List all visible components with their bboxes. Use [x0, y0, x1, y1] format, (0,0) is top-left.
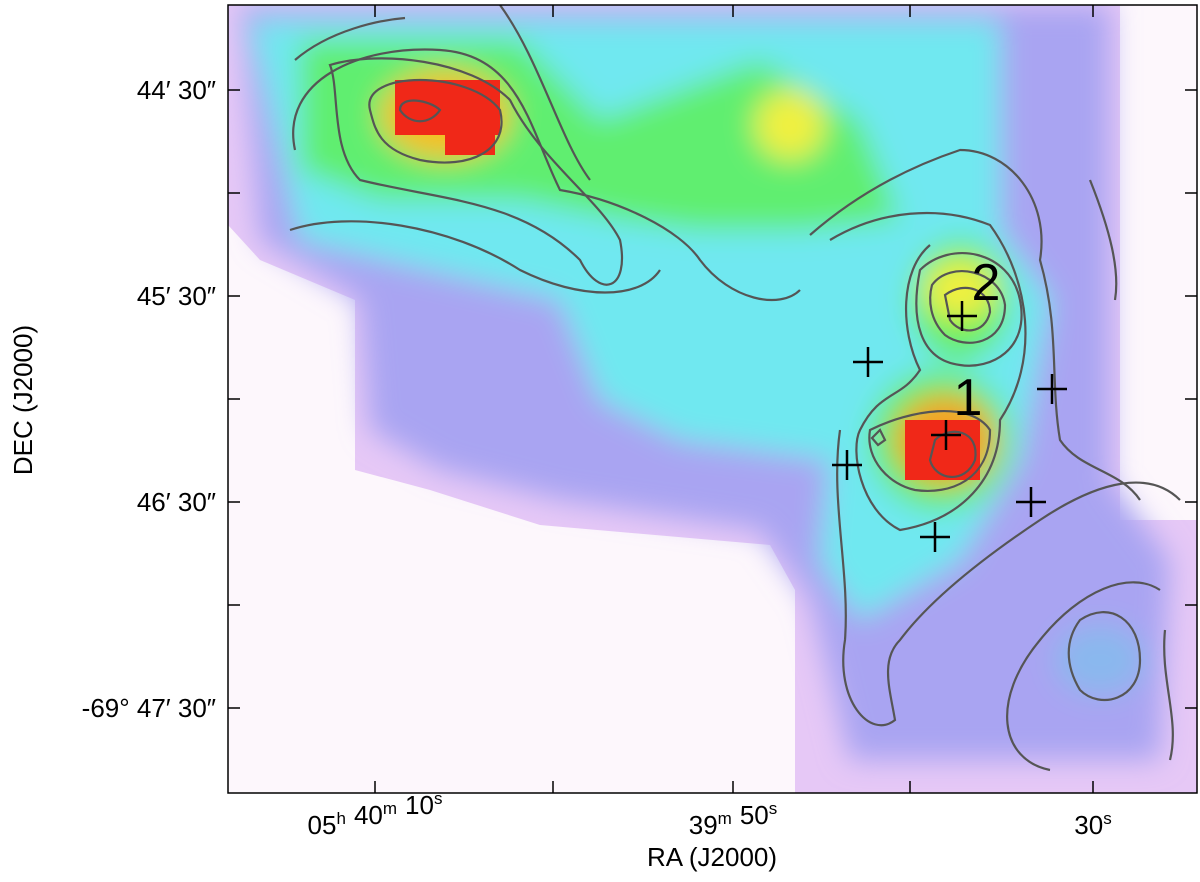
tick-unit: s [1103, 809, 1112, 828]
source-label: 2 [972, 254, 1001, 312]
source-label: 1 [954, 369, 983, 427]
tick-part: 50 [740, 800, 769, 830]
y-tick-label: 45′ 30″ [137, 281, 216, 311]
x-tick-label: 30s [1074, 809, 1111, 840]
tick-part: 39 [689, 810, 718, 840]
tick-unit: m [383, 799, 397, 818]
y-tick-label: 44′ 30″ [137, 75, 216, 105]
y-tick-label: 46′ 30″ [137, 487, 216, 517]
tick-part: 40 [354, 800, 383, 830]
tick-unit: m [718, 809, 732, 828]
y-axis-label: DEC (J2000) [8, 325, 38, 475]
x-axis-label: RA (J2000) [647, 842, 777, 872]
y-tick-label: -69° 47′ 30″ [82, 693, 216, 723]
intensity-map [228, 5, 1197, 793]
tick-part: 30 [1074, 810, 1103, 840]
tick-part: 05 [308, 810, 337, 840]
contours [289, 5, 1181, 772]
source-markers [832, 301, 1067, 552]
x-tick-label: 05h 40m 10s [308, 789, 443, 840]
tick-unit: h [336, 809, 345, 828]
tick-part: 10 [405, 790, 434, 820]
x-tick-label: 39m 50s [689, 799, 778, 840]
tick-unit: s [434, 789, 443, 808]
tick-unit: s [769, 799, 778, 818]
